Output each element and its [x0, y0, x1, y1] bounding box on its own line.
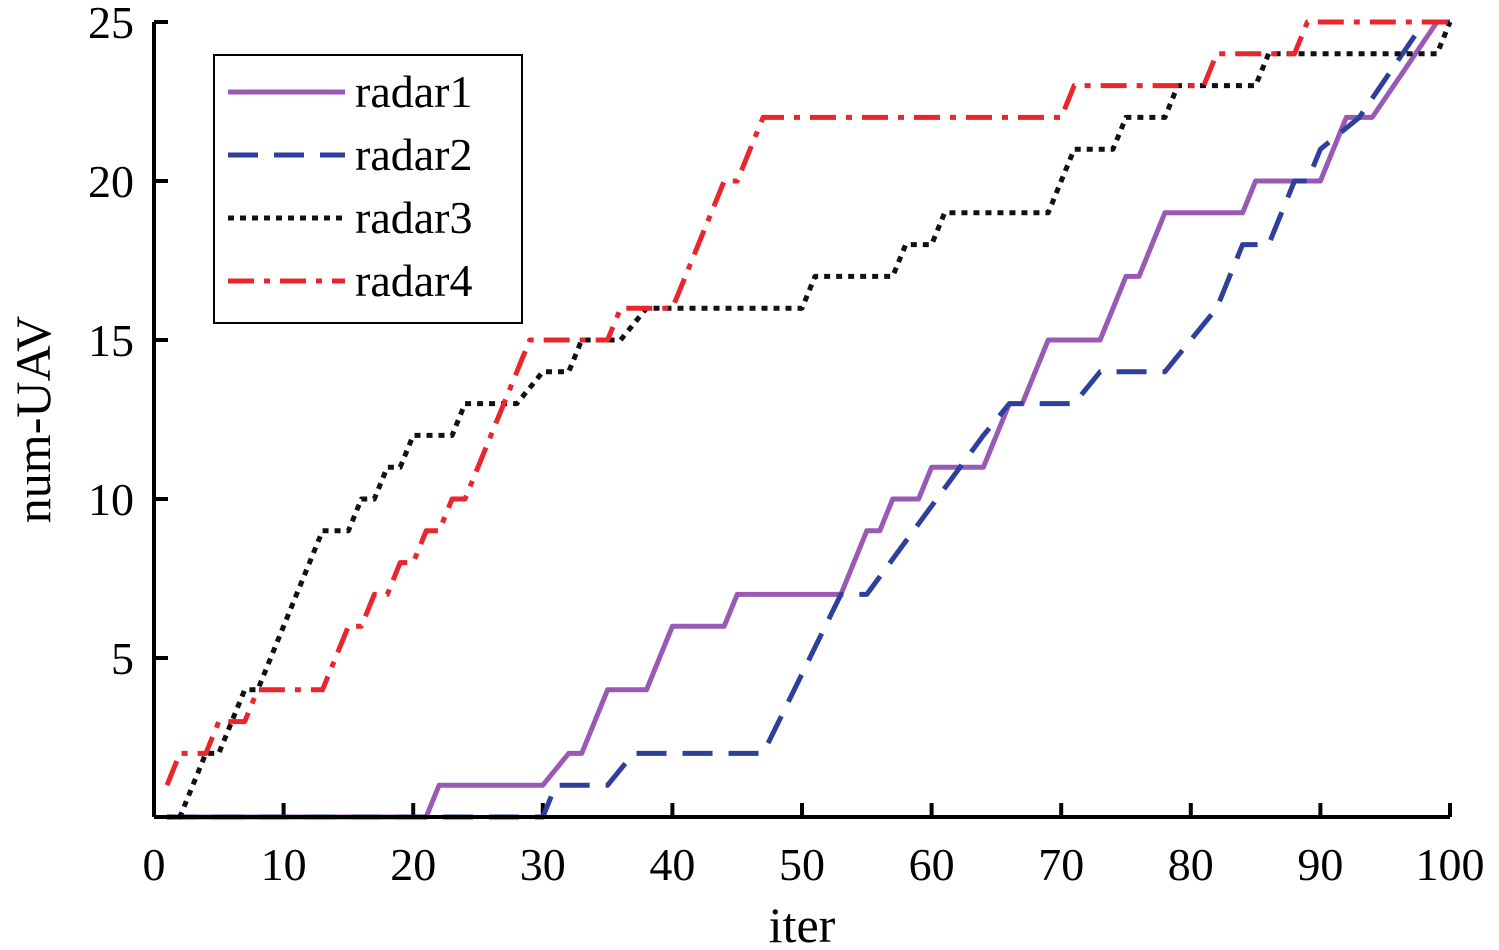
axis-ticks — [152, 20, 1452, 817]
x-tick-label: 90 — [1297, 839, 1343, 890]
y-tick-labels: 5 10 15 20 25 — [88, 0, 134, 684]
series-line-radar1 — [167, 19, 1450, 820]
series-layer — [164, 19, 1453, 820]
x-tick-label: 70 — [1038, 839, 1084, 890]
x-tick-label: 20 — [390, 839, 436, 890]
x-tick-label: 50 — [779, 839, 825, 890]
legend: radar1 radar2 radar3 radar4 — [213, 54, 523, 324]
legend-label-radar4: radar4 — [355, 255, 472, 306]
x-tick-label: 0 — [143, 839, 166, 890]
y-axis-label: num-UAV — [5, 316, 61, 523]
x-tick-label: 30 — [520, 839, 566, 890]
x-tick-label: 100 — [1416, 839, 1485, 890]
legend-label-radar1: radar1 — [355, 66, 472, 117]
x-tick-label: 10 — [261, 839, 307, 890]
series-line-radar3 — [167, 21, 1453, 820]
y-tick-label: 15 — [88, 315, 134, 366]
y-tick-label: 25 — [88, 0, 134, 48]
legend-box — [213, 54, 523, 324]
x-tick-label: 60 — [909, 839, 955, 890]
series-line-radar2 — [167, 19, 1450, 820]
x-tick-labels: 0 10 20 30 40 50 60 70 80 90 100 — [143, 839, 1485, 890]
x-tick-label: 40 — [649, 839, 695, 890]
y-tick-label: 20 — [88, 156, 134, 207]
x-tick-label: 80 — [1168, 839, 1214, 890]
series-line-radar4 — [164, 19, 1450, 787]
legend-label-radar2: radar2 — [355, 129, 472, 180]
legend-label-radar3: radar3 — [355, 192, 472, 243]
y-tick-label: 5 — [111, 633, 134, 684]
y-tick-label: 10 — [88, 474, 134, 525]
x-axis-label: iter — [769, 897, 836, 950]
